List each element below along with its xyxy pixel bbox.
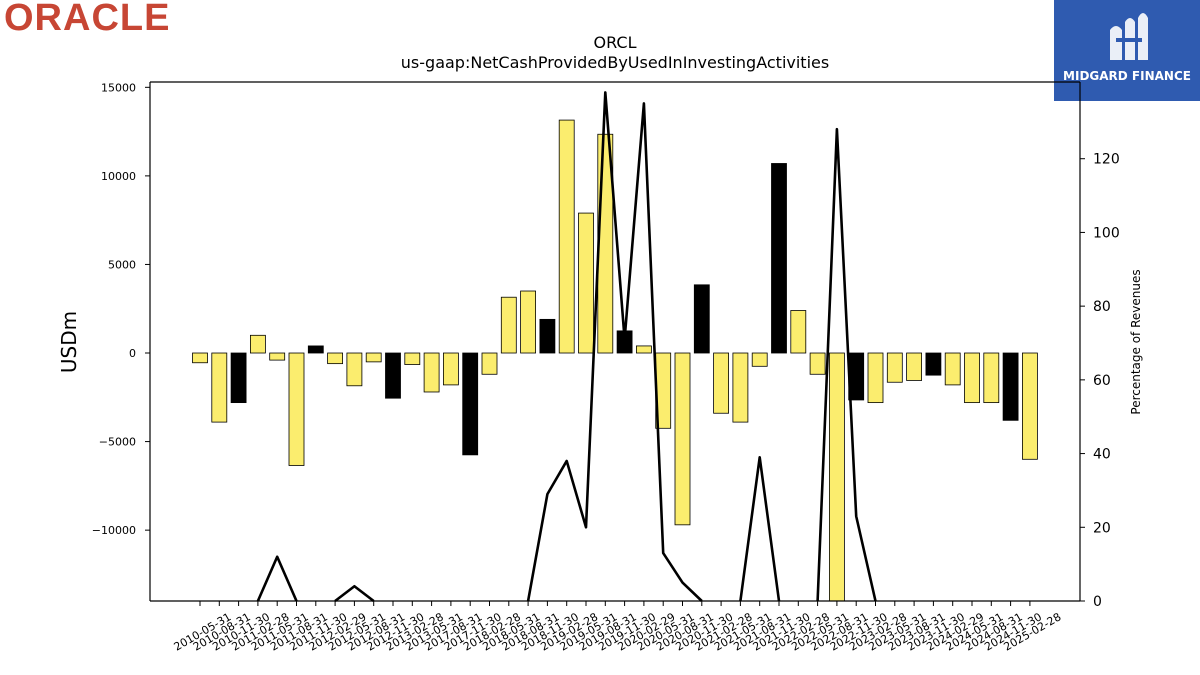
bar xyxy=(327,352,344,365)
bar xyxy=(1002,352,1019,421)
bar xyxy=(346,352,363,387)
y2-tick-label: 120 xyxy=(1093,152,1120,168)
bar xyxy=(520,290,536,354)
bar xyxy=(925,352,942,376)
bar xyxy=(442,352,459,386)
y2-tick-label: 40 xyxy=(1093,447,1111,463)
y2-tick-label: 20 xyxy=(1093,520,1111,536)
midgard-finance-logo: MIDGARD FINANCE xyxy=(1054,0,1200,101)
revenue-percentage-line xyxy=(334,584,375,603)
bar xyxy=(539,318,556,354)
bar xyxy=(751,352,768,367)
y2-tick-label: 80 xyxy=(1093,299,1111,315)
bar xyxy=(790,310,807,354)
revenue-percentage-line xyxy=(739,455,781,602)
bar xyxy=(481,352,498,375)
y-tick-label: −10000 xyxy=(92,524,136,537)
bar xyxy=(269,352,286,361)
y2-tick-label: 0 xyxy=(1093,594,1102,610)
bar xyxy=(732,352,749,423)
bar xyxy=(674,352,691,526)
bar xyxy=(578,212,594,354)
revenue-percentage-line xyxy=(526,91,703,602)
midgard-m-icon xyxy=(1110,13,1148,60)
bar xyxy=(365,352,382,363)
y2-axis-label: Percentage of Revenues xyxy=(1129,269,1143,414)
bar xyxy=(211,352,228,423)
y-tick-label: 15000 xyxy=(101,81,136,94)
bar xyxy=(288,352,305,466)
bar xyxy=(307,345,324,354)
bar xyxy=(771,163,787,354)
bar xyxy=(944,352,961,386)
bar xyxy=(404,352,421,365)
chart-subtitle: us-gaap:NetCashProvidedByUsedInInvesting… xyxy=(400,53,830,72)
y-tick-label: 0 xyxy=(129,347,136,360)
bar xyxy=(886,352,903,383)
bar xyxy=(809,352,826,375)
y2-tick-label: 60 xyxy=(1093,373,1111,389)
bar xyxy=(867,352,884,404)
bar xyxy=(636,345,652,354)
bar xyxy=(829,352,845,602)
bar xyxy=(558,119,575,354)
bar xyxy=(693,284,710,354)
revenue-percentage-line xyxy=(816,127,877,602)
bar xyxy=(462,352,479,456)
bar xyxy=(964,352,980,404)
bar xyxy=(385,352,401,399)
y-axis-label: USDm xyxy=(57,311,81,373)
bar xyxy=(713,352,729,414)
bar xyxy=(192,352,208,364)
bar xyxy=(423,352,440,393)
midgard-brand-text: MIDGARD FINANCE xyxy=(1063,69,1191,83)
y-tick-label: −5000 xyxy=(99,436,136,449)
y-tick-label: 5000 xyxy=(108,258,136,271)
bar xyxy=(983,352,1000,404)
bar xyxy=(906,352,922,381)
bar xyxy=(230,352,247,404)
y2-tick-label: 100 xyxy=(1093,225,1120,241)
chart-title: ORCL xyxy=(593,33,637,52)
bar xyxy=(249,334,266,354)
revenue-percentage-line xyxy=(256,555,298,602)
oracle-logo: ORACLE xyxy=(4,0,171,39)
bar xyxy=(1022,352,1038,460)
y-tick-label: 10000 xyxy=(101,170,136,183)
bar xyxy=(500,296,517,354)
